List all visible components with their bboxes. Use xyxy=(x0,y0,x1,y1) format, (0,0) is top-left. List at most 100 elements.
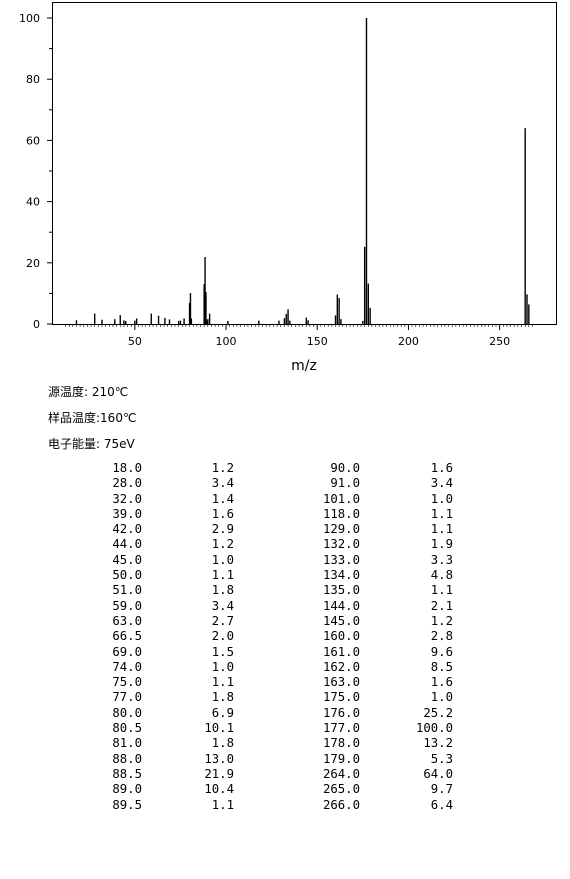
table-row: 32.0 1.4 101.0 1.0 xyxy=(92,492,453,507)
intensity-cell: 1.2 xyxy=(211,461,234,475)
intensity-cell: 1.8 xyxy=(211,583,234,598)
intensity-cell: 1.1 xyxy=(430,522,453,537)
mz-cell: 161.0 xyxy=(322,644,360,659)
mz-cell: 18.0 xyxy=(112,461,142,475)
mz-cell: 63.0 xyxy=(112,613,142,628)
mz-cell: 42.0 xyxy=(112,522,142,537)
y-tick-label: 80 xyxy=(26,73,40,86)
mz-cell: 69.0 xyxy=(112,644,142,659)
intensity-cell: 6.4 xyxy=(430,797,453,812)
spectrum-peaks xyxy=(75,18,530,324)
intensity-cell: 25.2 xyxy=(423,705,453,720)
mz-cell: 80.5 xyxy=(112,721,142,736)
mass-spectrum-chart: 0 20 40 60 80 100 50 100 150 200 250 m/z xyxy=(19,2,557,374)
intensity-cell: 9.7 xyxy=(430,782,453,797)
table-row: 89.5 1.1 266.0 6.4 xyxy=(92,798,453,813)
mz-cell: 66.5 xyxy=(112,629,142,644)
intensity-cell: 1.6 xyxy=(430,461,453,475)
intensity-cell: 1.1 xyxy=(430,583,453,598)
plot-frame xyxy=(52,2,557,325)
mz-cell: 89.0 xyxy=(112,782,142,797)
mz-cell: 179.0 xyxy=(322,751,360,766)
mz-cell: 39.0 xyxy=(112,506,142,521)
mz-cell: 133.0 xyxy=(322,552,360,567)
mz-cell: 177.0 xyxy=(322,721,360,736)
mz-cell: 91.0 xyxy=(330,476,360,491)
mz-cell: 75.0 xyxy=(112,675,142,690)
intensity-cell: 100.0 xyxy=(415,721,453,736)
intensity-cell: 1.0 xyxy=(211,659,234,674)
intensity-cell: 9.6 xyxy=(430,644,453,659)
mz-cell: 88.0 xyxy=(112,751,142,766)
intensity-cell: 1.5 xyxy=(211,644,234,659)
intensity-cell: 2.1 xyxy=(430,598,453,613)
mz-cell: 59.0 xyxy=(112,598,142,613)
intensity-cell: 1.6 xyxy=(430,675,453,690)
mz-cell: 264.0 xyxy=(322,766,360,781)
mz-cell: 176.0 xyxy=(322,705,360,720)
intensity-cell: 2.9 xyxy=(211,522,234,537)
table-row: 80.0 6.9 176.0 25.2 xyxy=(92,706,453,721)
intensity-cell: 2.0 xyxy=(211,629,234,644)
mz-cell: 178.0 xyxy=(322,736,360,751)
intensity-cell: 10.1 xyxy=(204,721,234,736)
mz-cell: 160.0 xyxy=(322,629,360,644)
mz-cell: 28.0 xyxy=(112,476,142,491)
y-tick-label: 0 xyxy=(33,318,40,331)
mz-cell: 45.0 xyxy=(112,552,142,567)
x-tick-label: 250 xyxy=(489,335,510,348)
x-tick-label: 100 xyxy=(216,335,237,348)
intensity-cell: 3.4 xyxy=(211,476,234,491)
x-tick-label: 50 xyxy=(128,335,142,348)
x-tick-label: 200 xyxy=(398,335,419,348)
mz-cell: 74.0 xyxy=(112,659,142,674)
table-row: 75.0 1.1 163.0 1.6 xyxy=(92,675,453,690)
intensity-cell: 6.9 xyxy=(211,705,234,720)
table-row: 77.0 1.8 175.0 1.0 xyxy=(92,690,453,705)
mz-cell: 134.0 xyxy=(322,568,360,583)
mz-cell: 90.0 xyxy=(330,461,360,475)
electron-energy: 电子能量: 75eV xyxy=(48,437,135,451)
mz-cell: 51.0 xyxy=(112,583,142,598)
mz-cell: 89.5 xyxy=(112,797,142,812)
intensity-cell: 1.8 xyxy=(211,690,234,705)
table-row: 51.0 1.8 135.0 1.1 xyxy=(92,583,453,598)
x-tick-label: 150 xyxy=(307,335,328,348)
mz-cell: 175.0 xyxy=(322,690,360,705)
intensity-cell: 10.4 xyxy=(204,782,234,797)
mz-cell: 81.0 xyxy=(112,736,142,751)
intensity-cell: 2.7 xyxy=(211,613,234,628)
mz-cell: 266.0 xyxy=(322,797,360,812)
x-axis-label: m/z xyxy=(291,358,317,374)
table-row: 39.0 1.6 118.0 1.1 xyxy=(92,507,453,522)
mz-cell: 145.0 xyxy=(322,613,360,628)
intensity-cell: 1.1 xyxy=(430,506,453,521)
mz-cell: 32.0 xyxy=(112,491,142,506)
intensity-cell: 3.3 xyxy=(430,552,453,567)
intensity-cell: 3.4 xyxy=(430,476,453,491)
intensity-cell: 64.0 xyxy=(423,766,453,781)
table-row: 18.0 1.2 90.0 1.6 xyxy=(92,461,453,476)
intensity-cell: 2.8 xyxy=(430,629,453,644)
mz-cell: 129.0 xyxy=(322,522,360,537)
table-row: 66.5 2.0 160.0 2.8 xyxy=(92,629,453,644)
intensity-cell: 13.2 xyxy=(423,736,453,751)
intensity-cell: 1.2 xyxy=(211,537,234,552)
mz-cell: 44.0 xyxy=(112,537,142,552)
acquisition-conditions: 源温度: 210℃ 样品温度:160℃ 电子能量: 75eV xyxy=(48,379,136,457)
table-row: 74.0 1.0 162.0 8.5 xyxy=(92,660,453,675)
mz-cell: 163.0 xyxy=(322,675,360,690)
table-row: 59.0 3.4 144.0 2.1 xyxy=(92,599,453,614)
mz-cell: 144.0 xyxy=(322,598,360,613)
table-row: 63.0 2.7 145.0 1.2 xyxy=(92,614,453,629)
table-row: 88.0 13.0 179.0 5.3 xyxy=(92,752,453,767)
intensity-cell: 4.8 xyxy=(430,568,453,583)
mz-cell: 265.0 xyxy=(322,782,360,797)
y-axis-ticks: 0 20 40 60 80 100 xyxy=(19,12,52,331)
intensity-cell: 5.3 xyxy=(430,751,453,766)
intensity-cell: 1.2 xyxy=(430,613,453,628)
mz-cell: 132.0 xyxy=(322,537,360,552)
y-tick-label: 100 xyxy=(19,12,40,25)
source-temperature: 源温度: 210℃ xyxy=(48,385,129,399)
intensity-cell: 13.0 xyxy=(204,751,234,766)
